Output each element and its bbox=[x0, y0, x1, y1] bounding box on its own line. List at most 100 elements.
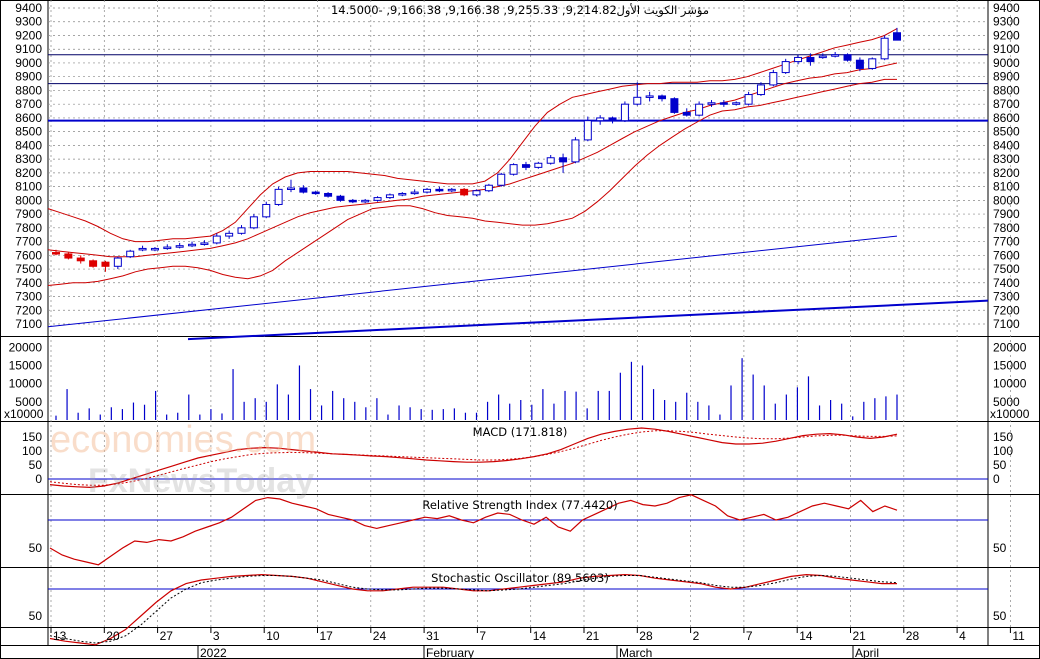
price-tick-left: 9000 bbox=[15, 56, 42, 70]
x-tick-label: 4 bbox=[959, 629, 966, 643]
candle-body bbox=[311, 191, 320, 195]
price-tick-right: 7600 bbox=[993, 248, 1020, 262]
price-tick-right: 8700 bbox=[993, 97, 1020, 111]
stoch-d-line bbox=[49, 574, 898, 644]
candle bbox=[794, 54, 803, 65]
candle bbox=[398, 192, 407, 197]
price-tick-left: 8600 bbox=[15, 111, 42, 125]
candle-body bbox=[361, 199, 370, 203]
price-tick-right: 7200 bbox=[993, 303, 1020, 317]
candle-body bbox=[868, 58, 877, 69]
candle bbox=[769, 69, 778, 87]
candle bbox=[299, 185, 308, 194]
candle-body bbox=[225, 232, 234, 237]
candle-body bbox=[583, 120, 592, 141]
price-tick-left: 7800 bbox=[15, 221, 42, 235]
macd-title: MACD (171.818) bbox=[473, 425, 568, 439]
candle-body bbox=[645, 95, 654, 98]
watermark-fxnewstoday: FxNewsToday bbox=[88, 462, 314, 500]
rsi-title: Relative Strength Index (77.4420) bbox=[422, 498, 617, 512]
price-tick-left: 7700 bbox=[15, 235, 42, 249]
grid-lines bbox=[48, 0, 1011, 627]
month-label: 2022 bbox=[200, 646, 227, 659]
price-tick-left: 7100 bbox=[15, 317, 42, 331]
candle-body bbox=[670, 98, 679, 113]
price-tick-left: 9200 bbox=[15, 28, 42, 42]
candle-body bbox=[818, 55, 827, 59]
price-tick-left: 8000 bbox=[15, 193, 42, 207]
candle bbox=[880, 35, 889, 61]
candle-body bbox=[596, 117, 605, 122]
candle-body bbox=[521, 164, 530, 168]
candle bbox=[571, 137, 580, 164]
candle bbox=[64, 252, 73, 260]
price-tick-left: 8900 bbox=[15, 70, 42, 84]
x-tick-label: 21 bbox=[853, 629, 867, 643]
price-tick-right: 9200 bbox=[993, 28, 1020, 42]
candle bbox=[484, 183, 493, 193]
candle bbox=[719, 100, 728, 107]
candle bbox=[893, 27, 901, 41]
axis-labels: 132027310172431714212827142128411182022F… bbox=[9, 1, 1027, 659]
macd-panel bbox=[48, 427, 988, 489]
price-tick-left: 9400 bbox=[15, 1, 42, 15]
price-tick-right: 7500 bbox=[993, 262, 1020, 276]
month-label: March bbox=[619, 646, 652, 659]
candle-body bbox=[781, 61, 790, 74]
price-tick-left: 7400 bbox=[15, 276, 42, 290]
candle bbox=[855, 57, 864, 72]
candle bbox=[373, 196, 382, 202]
candle-body bbox=[831, 54, 840, 57]
bollinger-lower-band bbox=[47, 78, 897, 286]
price-tick-right: 8000 bbox=[993, 193, 1020, 207]
stoch-title: Stochastic Oscillator (89.5603) bbox=[431, 571, 609, 585]
candle-body bbox=[249, 216, 258, 229]
candle bbox=[138, 245, 147, 252]
price-tick-left: 9100 bbox=[15, 42, 42, 56]
candle-body bbox=[484, 184, 493, 192]
candle bbox=[806, 53, 815, 66]
candle-body bbox=[707, 102, 716, 105]
instrument-name: مؤشر الكويت الأول bbox=[616, 3, 709, 18]
price-tick-left: 8100 bbox=[15, 180, 42, 194]
candle-body bbox=[423, 188, 432, 193]
price-tick-right: 8400 bbox=[993, 138, 1020, 152]
candle bbox=[670, 97, 679, 114]
candle-body bbox=[893, 32, 901, 41]
candle bbox=[385, 193, 394, 199]
x-tick-label: 24 bbox=[373, 629, 387, 643]
candle-body bbox=[695, 103, 704, 116]
price-tick-right: 8500 bbox=[993, 125, 1020, 139]
price-tick-right: 7700 bbox=[993, 235, 1020, 249]
candle bbox=[546, 155, 555, 165]
candle-body bbox=[744, 94, 753, 105]
volume-panel bbox=[55, 358, 898, 420]
volume-tick-left: 10000 bbox=[9, 377, 43, 391]
price-tick-left: 8300 bbox=[15, 152, 42, 166]
candle bbox=[126, 249, 135, 259]
panel-titles: مؤشر الكويت الأول 9,214.82, 9,255.33, 9,… bbox=[4, 3, 1030, 585]
macd-tick-right: 50 bbox=[993, 458, 1007, 472]
month-label: April bbox=[855, 646, 879, 659]
candle-body bbox=[794, 56, 803, 63]
candle bbox=[249, 214, 258, 230]
candle-body bbox=[435, 188, 444, 192]
candle bbox=[596, 115, 605, 125]
candle-body bbox=[138, 247, 147, 251]
candle bbox=[410, 189, 419, 195]
candle-body bbox=[150, 247, 159, 251]
price-tick-left: 7900 bbox=[15, 207, 42, 221]
volume-scale-right: x10000 bbox=[990, 407, 1030, 421]
candle-body bbox=[546, 157, 555, 164]
candle bbox=[818, 53, 827, 59]
trendline bbox=[47, 235, 898, 328]
candle bbox=[756, 82, 765, 96]
price-tick-right: 8300 bbox=[993, 152, 1020, 166]
candle-body bbox=[336, 195, 345, 201]
candle-body bbox=[373, 197, 382, 201]
candle-body bbox=[113, 257, 122, 267]
macd-tick-left: 150 bbox=[22, 430, 42, 444]
candle-body bbox=[76, 257, 85, 262]
candle-body bbox=[237, 227, 246, 234]
